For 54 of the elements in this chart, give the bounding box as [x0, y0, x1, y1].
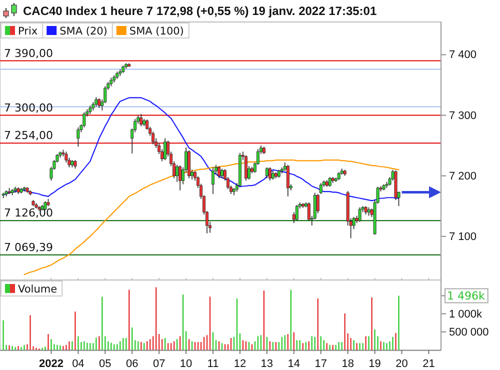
x-tick-label: 04 [72, 358, 84, 370]
x-tick-label: 17 [314, 358, 327, 370]
x-tick-label: 13 [260, 358, 274, 370]
x-tick-label: 19 [368, 358, 381, 370]
candlestick [307, 202, 310, 222]
candlestick [176, 164, 179, 182]
candlestick [295, 204, 298, 222]
x-tick-label: 07 [152, 358, 166, 370]
candlestick [220, 168, 224, 179]
x-tick-label: 21 [422, 358, 435, 370]
y-tick-label: 7 200 [449, 170, 477, 182]
candlestick [94, 96, 98, 108]
legend-label: SMA (100) [129, 26, 184, 38]
legend-label: SMA (20) [60, 26, 108, 38]
ref-line-label: 7 390,00 [4, 46, 53, 60]
y-tick-label: 1 000k [449, 308, 483, 320]
ref-line-label: 7 069,39 [4, 240, 53, 254]
candlestick [268, 166, 272, 182]
y-tick-label: 7 400 [449, 49, 477, 62]
ref-line-label: 7 126,00 [4, 206, 53, 220]
y-tick-label: 7 300 [449, 110, 477, 122]
candlestick [76, 126, 80, 148]
candlestick [140, 114, 143, 127]
x-tick-label: 11 [207, 358, 219, 370]
line-series [2, 97, 400, 202]
candlestick [178, 165, 182, 191]
candlestick [328, 176, 332, 188]
x-tick-label: 20 [396, 358, 408, 370]
x-tick-label: 12 [234, 358, 246, 370]
text: 1 496k [447, 290, 486, 303]
x-tick-label: 14 [288, 358, 300, 370]
ref-line-label: 7 300,00 [4, 101, 53, 114]
candlestick [82, 112, 86, 128]
candlestick [286, 164, 290, 197]
candlestick [218, 166, 220, 179]
legend-label: Volume [18, 284, 58, 296]
candlestick [265, 166, 268, 179]
chart-title: CAC40 Index 1 heure 7 172,98 (+0,55 %) 19 janv. 2022 17:35:01 [23, 4, 377, 18]
candlestick [152, 131, 155, 145]
x-tick-label: 06 [126, 358, 138, 370]
candlestick [212, 166, 215, 194]
x-tick-label: 2022 [38, 358, 64, 370]
candlestick [358, 206, 362, 222]
x-tick-label: 18 [342, 358, 354, 370]
y-tick-label: 500 000 [449, 326, 489, 338]
legend-label: Prix [18, 26, 38, 38]
x-tick-label: 10 [180, 358, 192, 370]
candlestick [319, 182, 322, 194]
ref-line-label: 7 254,00 [4, 129, 53, 142]
y-tick-label: 7 100 [449, 230, 477, 243]
candlestick [98, 98, 101, 108]
candlestick [244, 154, 248, 182]
x-tick-label: 05 [99, 358, 112, 370]
candlestick [164, 138, 167, 160]
